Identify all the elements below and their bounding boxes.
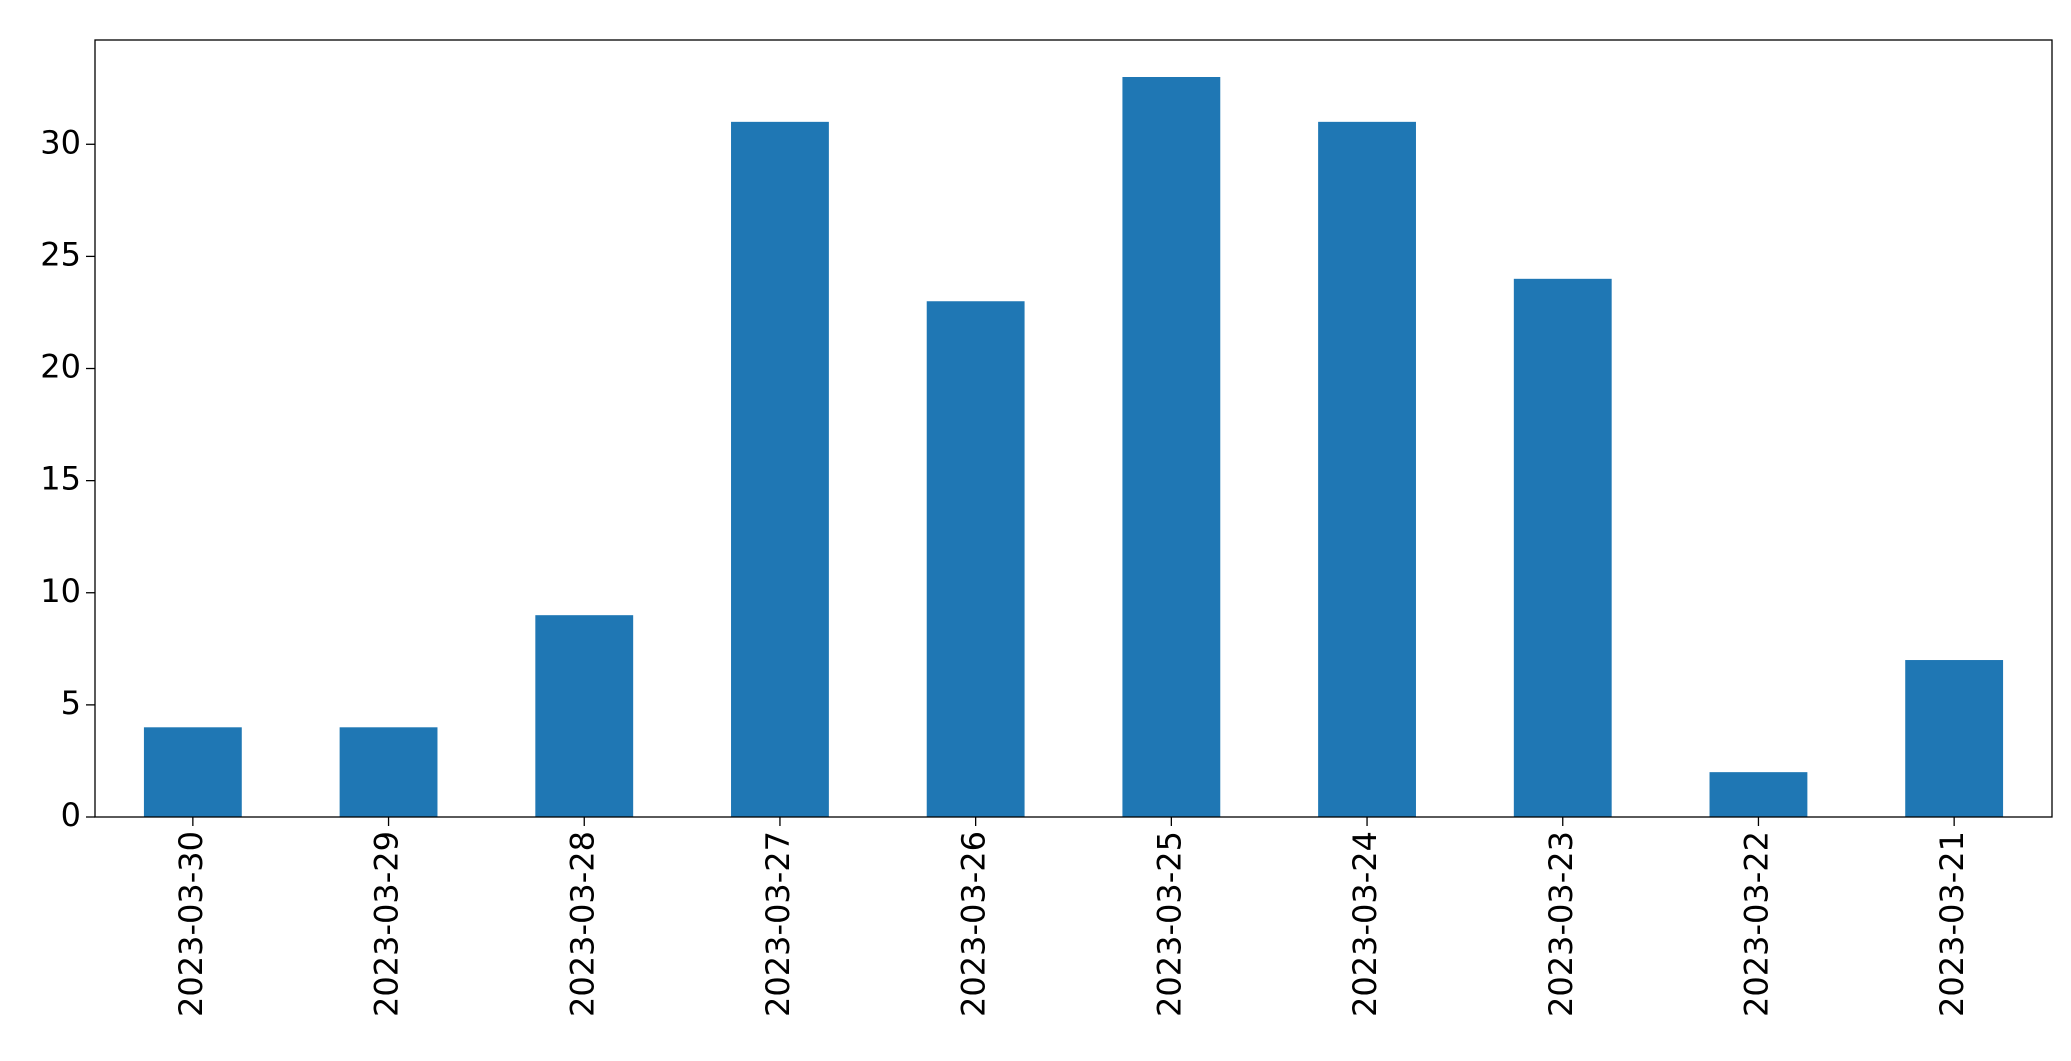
bar	[1513, 278, 1612, 817]
x-tick-label: 2023-03-25	[1150, 831, 1188, 1017]
y-tick-label: 0	[61, 796, 81, 834]
bar	[1122, 77, 1221, 817]
bar	[339, 727, 438, 817]
bar	[926, 301, 1025, 817]
x-tick-label: 2023-03-23	[1542, 831, 1580, 1017]
plot-frame	[94, 39, 2053, 818]
bar	[1318, 121, 1416, 817]
x-tick-label: 2023-03-27	[759, 831, 797, 1017]
bar	[1905, 660, 2004, 817]
x-tick-label: 2023-03-21	[1933, 831, 1971, 1017]
y-tick-label: 25	[40, 235, 81, 273]
y-tick-label: 30	[40, 123, 81, 161]
bar	[143, 727, 242, 817]
bar	[535, 615, 634, 817]
y-tick-label: 15	[40, 460, 81, 498]
x-tick-label: 2023-03-30	[172, 831, 210, 1017]
x-tick-label: 2023-03-24	[1346, 831, 1384, 1017]
bar	[731, 121, 829, 817]
x-tick-label: 2023-03-29	[368, 831, 406, 1017]
y-tick-label: 20	[40, 348, 81, 386]
y-tick-label: 10	[40, 572, 81, 610]
y-tick-label: 5	[61, 684, 81, 722]
x-tick-label: 2023-03-28	[563, 831, 601, 1017]
x-tick-label: 2023-03-22	[1737, 831, 1775, 1017]
bar	[1709, 772, 1808, 817]
x-tick-label: 2023-03-26	[955, 831, 993, 1017]
